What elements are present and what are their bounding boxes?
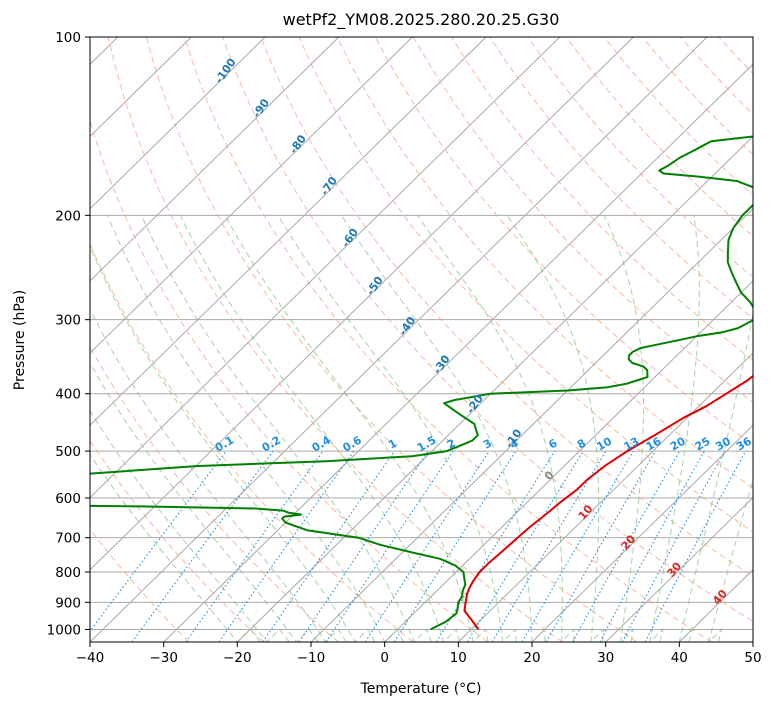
x-axis-ticks: −40 −30 −20 −10 0 10 20 30 40 50 (76, 642, 762, 666)
mixing-ratio-line (131, 450, 274, 642)
dry-adiabat-line (412, 37, 753, 403)
moist-adiabat-line (224, 215, 489, 642)
temperature-profile-line (463, 374, 753, 630)
moist-adiabats (90, 215, 753, 642)
mixing-ratio-line (393, 450, 517, 642)
dry-adiabat-line (489, 37, 753, 320)
y-tick-label: 300 (55, 313, 81, 329)
dry-adiabat-line (90, 439, 264, 642)
dry-adiabat-line (90, 345, 339, 642)
mixing-ratio-line (435, 450, 556, 642)
isotherm-line (90, 37, 413, 354)
y-tick-label: 400 (55, 387, 81, 403)
moist-adiabat-line (340, 215, 546, 642)
y-axis-ticks: 100 200 300 400 500 600 700 800 900 1000 (47, 30, 90, 638)
mixing-ratio-line (90, 450, 227, 632)
sounding-series (90, 135, 753, 631)
x-tick-label: 20 (523, 650, 540, 666)
isotherm-line (236, 135, 753, 642)
moist-adiabat-line (417, 215, 575, 642)
x-tick-label: 10 (450, 650, 467, 666)
x-tick-label: 50 (744, 650, 761, 666)
isotherm-line (384, 280, 753, 642)
moist-adiabat-line (140, 215, 432, 642)
y-tick-label: 600 (55, 491, 81, 507)
moist-adiabat-line (90, 362, 319, 642)
y-tick-label: 1000 (47, 622, 81, 638)
plot-frame (89, 36, 754, 643)
isotherm-line (163, 63, 753, 642)
plot-area: 0.1 0.2 0.4 0.6 1 1.5 2 3 4 6 8 10 13 16 20 25 30 36-100-… (90, 37, 754, 642)
moist-adiabat-line (90, 453, 261, 642)
isotherm-line (90, 37, 340, 282)
mixing-ratio-line (364, 450, 490, 642)
dry-adiabat-line (90, 242, 414, 642)
isotherm-gridlines (90, 37, 753, 642)
x-tick-label: −40 (76, 650, 105, 666)
isotherm-line (310, 207, 753, 642)
mixing-ratio-line (572, 450, 681, 642)
mixing-ratio-line (185, 450, 324, 642)
moist-adiabat-line (678, 310, 753, 642)
mixing-ratio-line (467, 450, 584, 642)
dry-adiabat-line (451, 37, 753, 361)
y-tick-label: 700 (55, 531, 81, 547)
isotherm-line (457, 352, 753, 642)
moist-adiabat-line (649, 215, 700, 642)
isotherm-line (605, 496, 753, 642)
y-axis-label: Pressure (hPa) (12, 290, 28, 390)
mixing-ratio-label: 36 (734, 434, 754, 453)
isotherm-line (90, 37, 266, 210)
x-tick-label: −20 (223, 650, 252, 666)
chart-title: wetPf2_YM08.2025.280.20.25.G30 (283, 10, 560, 30)
moist-adiabat-line (603, 215, 645, 642)
mixing-ratio-lines (90, 450, 747, 642)
dry-adiabat-line (298, 37, 753, 533)
y-tick-label: 900 (55, 595, 81, 611)
moist-adiabat-line (506, 215, 605, 642)
x-tick-label: −30 (149, 650, 178, 666)
moist-adiabat-line (90, 409, 290, 642)
dry-adiabat-line (374, 37, 753, 446)
y-tick-label: 500 (55, 444, 81, 460)
isotherm-line (90, 37, 634, 571)
x-tick-label: 0 (380, 650, 389, 666)
dry-adiabat-line (222, 37, 753, 623)
dry-adiabat-line (336, 37, 753, 489)
y-tick-label: 200 (55, 208, 81, 224)
x-tick-label: 30 (597, 650, 614, 666)
moist-adiabat-line (90, 308, 347, 642)
dry-adiabats (90, 37, 753, 642)
x-axis-label: Temperature (°C) (360, 681, 482, 697)
mixing-ratio-line (599, 450, 705, 642)
dry-adiabat-line (260, 37, 753, 577)
moist-adiabat-line (179, 215, 461, 642)
dry-adiabat-line (90, 119, 488, 642)
x-tick-label: 40 (671, 650, 688, 666)
dry-adiabat-line (107, 37, 563, 642)
mixing-ratio-line (218, 450, 355, 642)
dewpoint-profile-line (90, 135, 753, 631)
moist-adiabat-line (277, 215, 517, 642)
isotherm-line (90, 37, 708, 642)
isotherm-line (90, 37, 561, 499)
mixing-ratio-line (325, 450, 454, 642)
dry-adiabat-line (183, 37, 712, 642)
isotherm-line (90, 37, 487, 427)
x-tick-label: −10 (297, 650, 326, 666)
moist-adiabat-line (90, 245, 376, 642)
mixing-ratio-line (298, 450, 429, 642)
y-tick-label: 100 (55, 30, 81, 46)
mixing-ratio-line (621, 450, 726, 642)
dry-adiabat-line (145, 37, 638, 642)
isotherm-line (531, 424, 753, 642)
y-tick-label: 800 (55, 565, 81, 581)
mixing-ratio-line (262, 450, 395, 642)
